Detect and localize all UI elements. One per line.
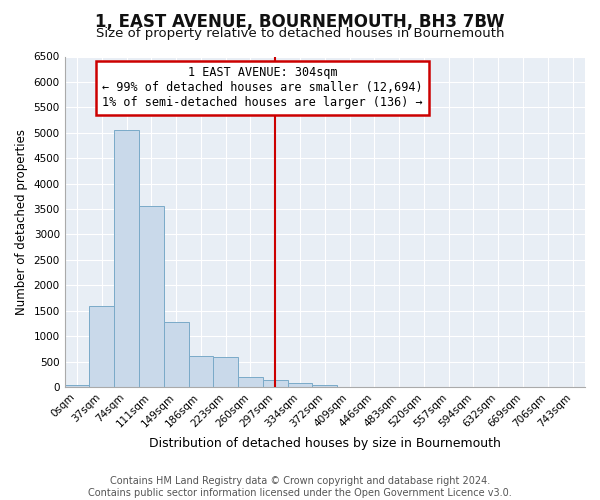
Bar: [65, 386, 89, 387]
Text: 1, EAST AVENUE, BOURNEMOUTH, BH3 7BW: 1, EAST AVENUE, BOURNEMOUTH, BH3 7BW: [95, 12, 505, 30]
Bar: [188, 356, 214, 387]
Bar: [287, 383, 313, 387]
Bar: [114, 130, 139, 387]
X-axis label: Distribution of detached houses by size in Bournemouth: Distribution of detached houses by size …: [149, 437, 501, 450]
Bar: [139, 206, 164, 387]
Bar: [164, 322, 188, 387]
Text: 1 EAST AVENUE: 304sqm
← 99% of detached houses are smaller (12,694)
1% of semi-d: 1 EAST AVENUE: 304sqm ← 99% of detached …: [102, 66, 423, 110]
Text: Size of property relative to detached houses in Bournemouth: Size of property relative to detached ho…: [96, 28, 504, 40]
Y-axis label: Number of detached properties: Number of detached properties: [15, 128, 28, 314]
Text: Contains HM Land Registry data © Crown copyright and database right 2024.
Contai: Contains HM Land Registry data © Crown c…: [88, 476, 512, 498]
Bar: [313, 385, 337, 387]
Bar: [89, 306, 114, 387]
Bar: [214, 358, 238, 387]
Bar: [263, 380, 287, 387]
Bar: [238, 378, 263, 387]
